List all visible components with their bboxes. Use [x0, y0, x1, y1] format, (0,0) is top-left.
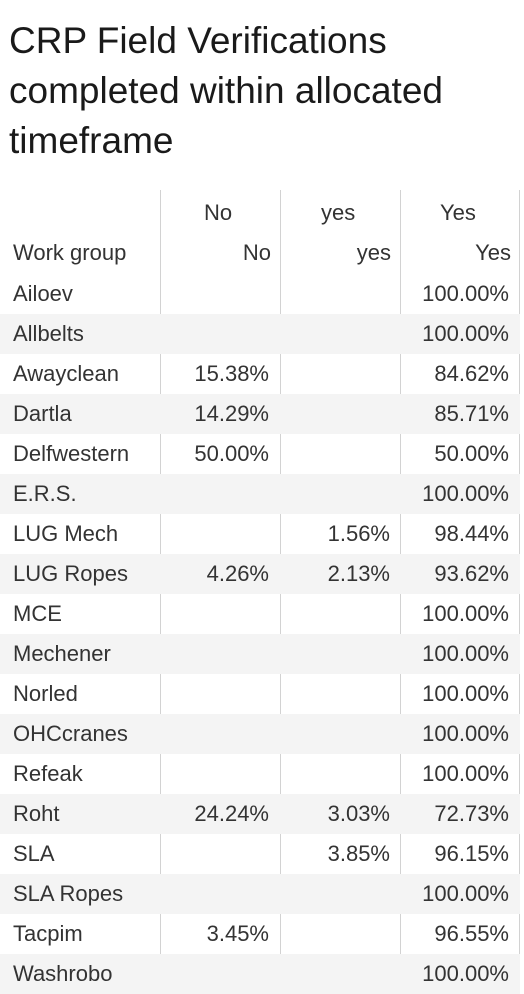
- table-row: Dartla 14.29% 85.71%: [0, 394, 520, 434]
- value-no: [160, 514, 269, 554]
- value-yes-lower: [280, 754, 390, 794]
- table-row: MCE 100.00%: [0, 594, 520, 634]
- table-row: SLA 3.85% 96.15%: [0, 834, 520, 874]
- value-yes-upper: 100.00%: [422, 961, 509, 986]
- value-no: 4.26%: [206, 561, 269, 586]
- row-label: Refeak: [13, 761, 83, 786]
- table-row: Allbelts 100.00%: [0, 314, 520, 354]
- chart-title: CRP Field Verifications completed within…: [9, 20, 443, 161]
- value-no: 50.00%: [194, 441, 269, 466]
- table-row: Tacpim 3.45% 96.55%: [0, 914, 520, 954]
- table-row: Awayclean 15.38% 84.62%: [0, 354, 520, 394]
- row-label: LUG Ropes: [13, 561, 128, 586]
- column-header-bottom: No: [242, 240, 271, 265]
- row-label: Mechener: [13, 641, 111, 666]
- value-yes-upper: 100.00%: [422, 281, 509, 306]
- value-no: 24.24%: [194, 801, 269, 826]
- value-yes-upper: 84.62%: [434, 361, 509, 386]
- row-label: SLA Ropes: [13, 881, 124, 906]
- value-yes-lower: [280, 274, 390, 314]
- row-label: Ailoev: [13, 281, 73, 306]
- row-label: Delfwestern: [13, 441, 130, 466]
- value-yes-lower: [280, 474, 390, 514]
- value-yes-upper: 100.00%: [422, 721, 509, 746]
- table-row: LUG Ropes 4.26% 2.13% 93.62%: [0, 554, 520, 594]
- column-header-bottom: yes: [356, 240, 391, 265]
- column-header-top: Yes: [440, 200, 476, 225]
- table-row: Roht 24.24% 3.03% 72.73%: [0, 794, 520, 834]
- value-yes-lower: [280, 674, 390, 714]
- value-yes-upper: 100.00%: [422, 641, 509, 666]
- value-yes-upper: 96.55%: [434, 921, 509, 946]
- table-row: SLA Ropes 100.00%: [0, 874, 520, 914]
- table-row: Mechener 100.00%: [0, 634, 520, 674]
- row-label: Dartla: [13, 401, 72, 426]
- value-yes-upper: 96.15%: [434, 841, 509, 866]
- value-yes-lower: 1.56%: [327, 521, 390, 546]
- value-no: [160, 874, 269, 914]
- value-no: [160, 954, 269, 994]
- value-yes-lower: [280, 874, 390, 914]
- row-label: E.R.S.: [13, 481, 77, 506]
- value-yes-upper: 93.62%: [434, 561, 509, 586]
- value-yes-lower: 2.13%: [327, 561, 390, 586]
- table-row: Washrobo 100.00%: [0, 954, 520, 994]
- value-yes-lower: [280, 434, 390, 474]
- value-yes-upper: 100.00%: [422, 761, 509, 786]
- column-header-top: No: [204, 200, 233, 225]
- table-row: E.R.S. 100.00%: [0, 474, 520, 514]
- table-row: Norled 100.00%: [0, 674, 520, 714]
- value-yes-upper: 98.44%: [434, 521, 509, 546]
- value-yes-upper: 100.00%: [422, 681, 509, 706]
- value-yes-lower: [280, 634, 390, 674]
- value-no: [160, 274, 269, 314]
- value-no: [160, 594, 269, 634]
- value-yes-lower: 3.03%: [327, 801, 390, 826]
- value-no: 15.38%: [194, 361, 269, 386]
- value-yes-lower: [280, 914, 390, 954]
- table-row: OHCcranes 100.00%: [0, 714, 520, 754]
- value-yes-lower: [280, 594, 390, 634]
- value-yes-lower: [280, 354, 390, 394]
- row-label: Washrobo: [13, 961, 113, 986]
- value-no: [160, 714, 269, 754]
- row-label: OHCcranes: [13, 721, 128, 746]
- table-row: Delfwestern 50.00% 50.00%: [0, 434, 520, 474]
- value-no: [160, 674, 269, 714]
- value-yes-upper: 50.00%: [434, 441, 509, 466]
- value-yes-lower: [280, 314, 390, 354]
- row-label: MCE: [13, 601, 62, 626]
- value-no: 3.45%: [206, 921, 269, 946]
- value-yes-lower: [280, 954, 390, 994]
- value-no: [160, 474, 269, 514]
- value-no: [160, 834, 269, 874]
- value-yes-upper: 100.00%: [422, 481, 509, 506]
- value-yes-upper: 100.00%: [422, 601, 509, 626]
- value-yes-upper: 72.73%: [434, 801, 509, 826]
- value-no: [160, 634, 269, 674]
- value-yes-lower: [280, 714, 390, 754]
- value-yes-upper: 100.00%: [422, 881, 509, 906]
- row-label: Tacpim: [13, 921, 83, 946]
- row-label: SLA: [13, 841, 55, 866]
- row-dimension-header: Work group: [13, 240, 127, 265]
- column-header-top: yes: [321, 200, 356, 225]
- row-label: Awayclean: [13, 361, 119, 386]
- value-no: [160, 754, 269, 794]
- row-label: LUG Mech: [13, 521, 119, 546]
- column-header-bottom: Yes: [475, 240, 511, 265]
- value-yes-upper: 100.00%: [422, 321, 509, 346]
- value-no: [160, 314, 269, 354]
- row-label: Allbelts: [13, 321, 84, 346]
- table-row: Refeak 100.00%: [0, 754, 520, 794]
- table-row: LUG Mech 1.56% 98.44%: [0, 514, 520, 554]
- table-row: Ailoev 100.00%: [0, 274, 520, 314]
- value-yes-lower: 3.85%: [327, 841, 390, 866]
- value-yes-lower: [280, 394, 390, 434]
- row-label: Norled: [13, 681, 78, 706]
- row-label: Roht: [13, 801, 60, 826]
- value-no: 14.29%: [194, 401, 269, 426]
- value-yes-upper: 85.71%: [434, 401, 509, 426]
